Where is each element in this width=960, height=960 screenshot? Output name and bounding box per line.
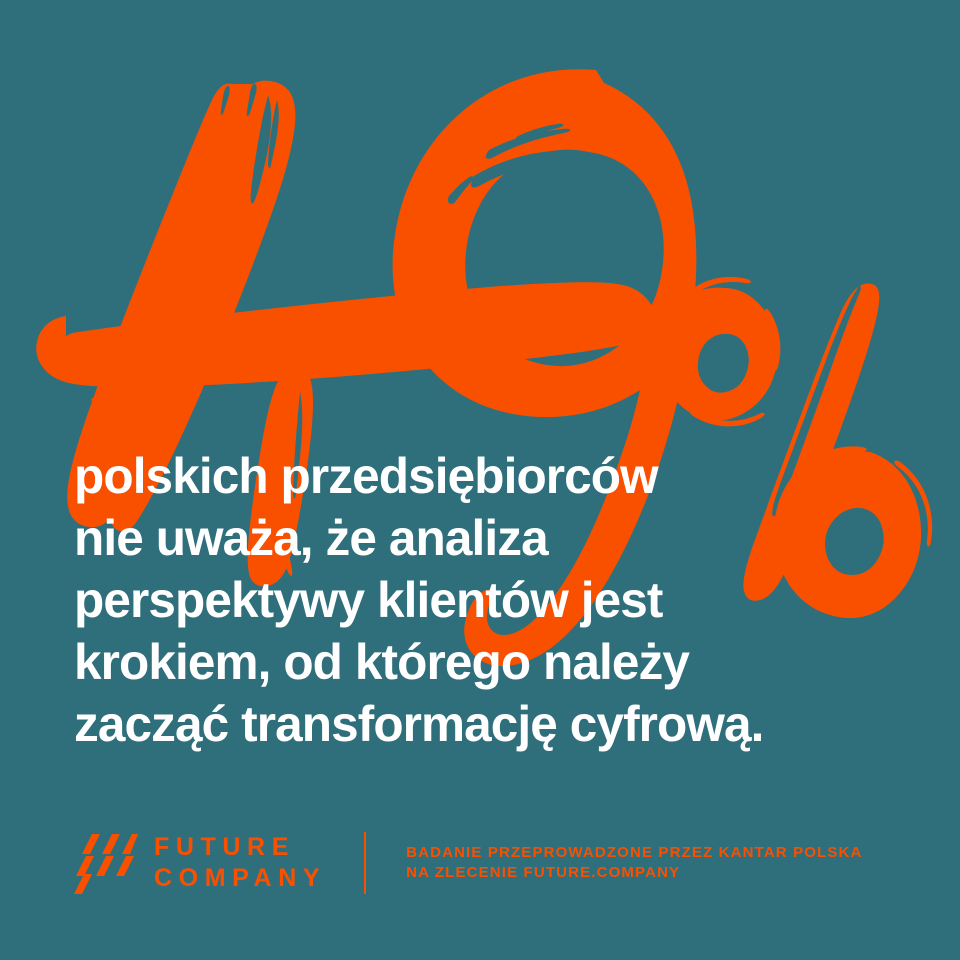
headline-line-1: polskich przedsiębiorców xyxy=(74,448,659,504)
headline-line-2: nie uważa, że analiza xyxy=(74,510,549,566)
headline-line-5: zacząć transformację cyfrową. xyxy=(74,696,764,752)
slashes-logo-icon xyxy=(74,834,138,894)
logo-word-company: COMPANY xyxy=(154,864,327,892)
headline-line-4: krokiem, od którego należy xyxy=(74,634,690,690)
footer-divider xyxy=(364,832,367,894)
logo-wordmark: FUTURE COMPANY xyxy=(154,832,326,894)
attribution-line-1: BADANIE PRZEPROWADZONE PRZEZ KANTAR POLS… xyxy=(406,844,863,861)
future-company-logo: FUTURE COMPANY xyxy=(74,828,326,898)
attribution-line-2: NA ZLECENIE FUTURE.COMPANY xyxy=(406,864,681,881)
footer: FUTURE COMPANY BADANIE PRZEPROWADZONE PR… xyxy=(74,818,914,908)
headline-text: polskich przedsiębiorców nie uważa, że a… xyxy=(74,445,954,755)
logo-word-future: FUTURE xyxy=(154,833,295,861)
headline-line-3: perspektywy klientów jest xyxy=(74,572,663,628)
attribution-text: BADANIE PRZEPROWADZONE PRZEZ KANTAR POLS… xyxy=(406,843,862,883)
